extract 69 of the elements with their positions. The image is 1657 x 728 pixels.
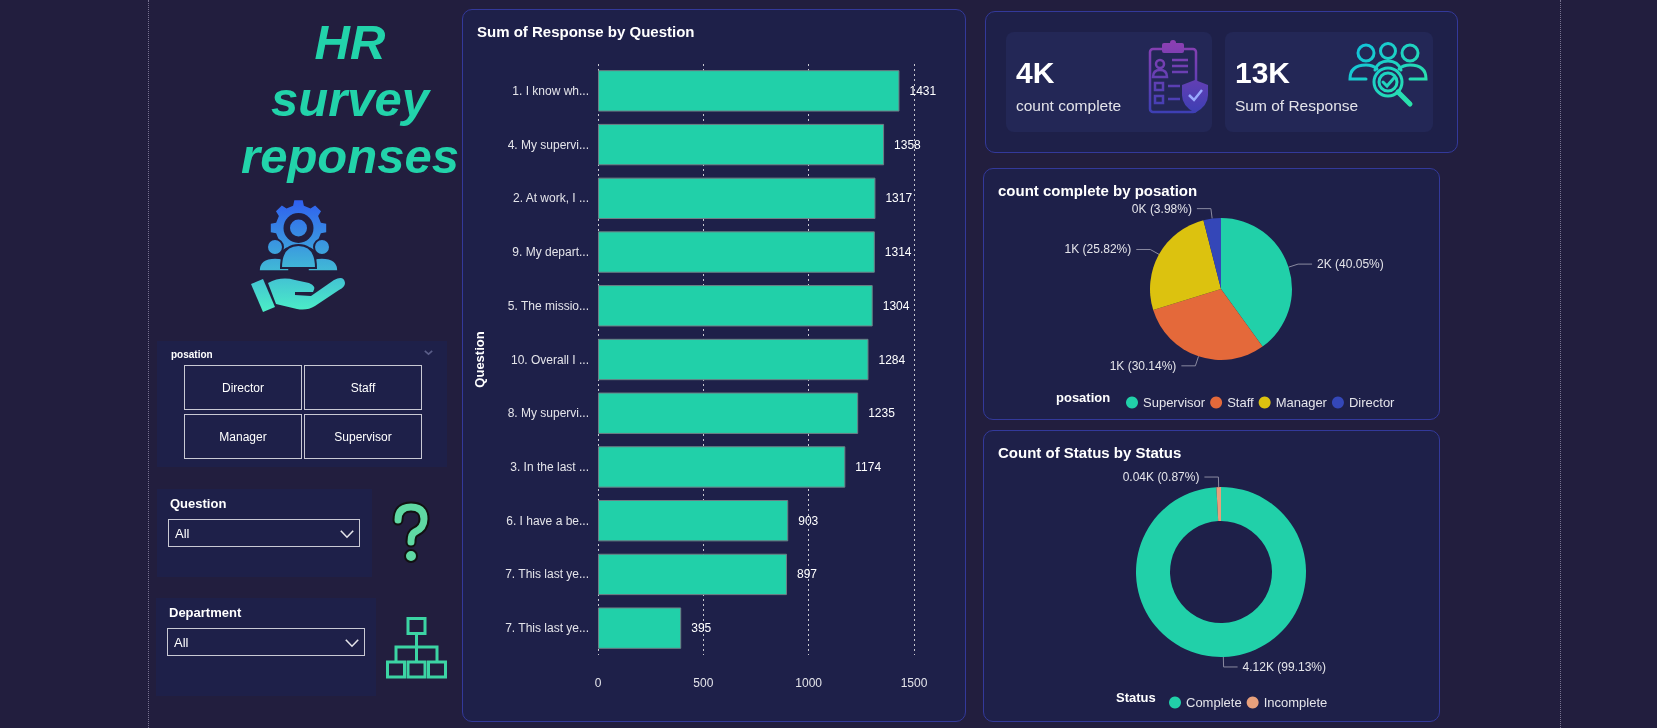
data-label: 0K (3.98%) (1131, 201, 1192, 216)
y-tick-label: 3. In the last ... (510, 459, 589, 474)
y-tick-label: 4. My supervi... (507, 137, 589, 152)
dropdown-field: All (168, 519, 360, 547)
data-label: 1284 (878, 352, 906, 367)
legend-title: posation (1056, 390, 1111, 405)
bar (598, 177, 876, 219)
button: Director (184, 365, 302, 410)
bar (598, 446, 846, 488)
data-label: 1304 (882, 298, 910, 313)
bar (598, 553, 787, 596)
y-tick-label: 5. The missio... (507, 298, 589, 313)
y-tick-label: 10. Overall I ... (510, 352, 589, 367)
text: posation (171, 348, 213, 361)
bar (598, 500, 789, 542)
data-label: 1431 (909, 83, 937, 98)
data-label: 1358 (894, 137, 922, 152)
text: 13K (1235, 55, 1291, 91)
data-label: 4.12K (99.13%) (1242, 659, 1326, 674)
legend-label: Supervisor (1143, 395, 1206, 410)
data-label: 2K (40.05%) (1317, 257, 1384, 272)
data-label: 1174 (855, 459, 882, 474)
button: Supervisor (304, 414, 422, 459)
text: 4K (1016, 55, 1055, 91)
x-tick-label: 1000 (795, 676, 823, 690)
button: Manager (184, 414, 302, 459)
bar (598, 231, 875, 273)
bar (598, 70, 900, 112)
button: Staff (304, 365, 422, 410)
chart-title: count complete by posation (998, 182, 1198, 199)
y-axis-title: Question (472, 331, 487, 388)
text: Department (169, 605, 242, 621)
legend-label: Complete (1186, 695, 1242, 710)
text: HR survey reponses (241, 14, 459, 185)
text: count complete (1016, 96, 1122, 116)
y-tick-label: 1. I know wh... (512, 83, 589, 98)
x-tick-label: 1500 (900, 676, 928, 690)
data-label: 1317 (885, 191, 913, 206)
legend-label: Director (1348, 395, 1396, 410)
x-tick-label: 500 (693, 676, 714, 690)
data-label: 0.04K (0.87%) (1122, 470, 1200, 485)
y-tick-label: 2. At work, I ... (512, 191, 589, 206)
data-label: 897 (796, 567, 818, 582)
y-tick-label: 9. My depart... (512, 245, 589, 260)
y-tick-label: 7. This last ye... (505, 621, 589, 636)
chart-title: Count of Status by Status (998, 444, 1182, 461)
data-label: 1K (30.14%) (1109, 358, 1177, 373)
x-tick-label: 0 (594, 676, 602, 690)
text: Sum of Response (1235, 96, 1359, 116)
bar (598, 338, 869, 381)
y-tick-label: 7. This last ye... (505, 567, 589, 582)
text: Question (170, 496, 227, 512)
data-label: 1235 (868, 406, 896, 421)
legend-label: Incomplete (1263, 695, 1328, 710)
legend-label: Staff (1227, 395, 1255, 410)
bar (598, 607, 682, 649)
legend-label: Manager (1275, 395, 1328, 410)
legend-title: Status (1116, 690, 1156, 705)
y-tick-label: 6. I have a be... (506, 513, 589, 528)
bar (598, 123, 885, 166)
chart-title: Sum of Response by Question (477, 23, 695, 40)
data-label: 1K (25.82%) (1064, 242, 1132, 257)
data-label: 903 (798, 513, 819, 528)
bar (598, 392, 859, 434)
data-label: 395 (691, 621, 712, 636)
data-label: 1314 (884, 245, 912, 260)
y-tick-label: 8. My supervi... (507, 406, 589, 421)
dropdown-field: All (167, 628, 365, 656)
bar (598, 285, 873, 327)
